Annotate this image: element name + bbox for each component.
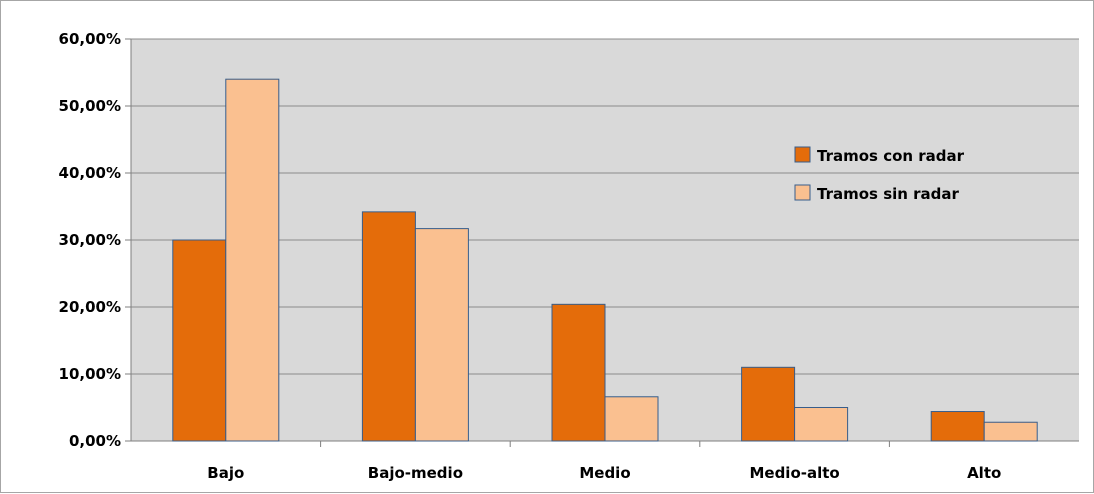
y-tick-label: 0,00% — [69, 432, 121, 450]
bar-sin-radar — [604, 396, 659, 442]
y-tick-label: 20,00% — [59, 298, 121, 316]
y-axis-ticks: 0,00% 10,00% 20,00% 30,00% 40,00% 50,00% 60,00… — [59, 30, 121, 450]
y-tick-label: 10,00% — [59, 365, 121, 383]
y-tick-label: 30,00% — [59, 231, 121, 249]
bar-con-radar — [172, 239, 227, 442]
x-axis-ticks: Bajo Bajo-medio Medio Medio-alto Alto — [207, 464, 1001, 482]
bar-sin-radar — [414, 228, 469, 442]
x-tick-label: Medio-alto — [749, 464, 839, 482]
legend: Tramos con radar Tramos sin radar — [794, 146, 965, 203]
x-tick-label: Bajo-medio — [368, 464, 463, 482]
x-tick-label: Bajo — [207, 464, 244, 482]
bar-sin-radar — [794, 407, 849, 442]
x-tick-label: Alto — [967, 464, 1001, 482]
legend-swatch — [794, 146, 811, 163]
bar-con-radar — [551, 303, 606, 442]
bar-con-radar — [741, 366, 796, 442]
legend-swatch — [794, 184, 811, 201]
y-tick-label: 50,00% — [59, 97, 121, 115]
bar-con-radar — [361, 211, 416, 442]
legend-label: Tramos con radar — [817, 147, 965, 165]
x-tick-label: Medio — [579, 464, 630, 482]
bar-sin-radar — [983, 421, 1038, 442]
y-tick-label: 60,00% — [59, 30, 121, 48]
bar-sin-radar — [225, 78, 280, 442]
bars — [172, 78, 1038, 442]
bar-con-radar — [930, 411, 985, 442]
legend-label: Tramos sin radar — [817, 185, 960, 203]
y-tick-label: 40,00% — [59, 164, 121, 182]
